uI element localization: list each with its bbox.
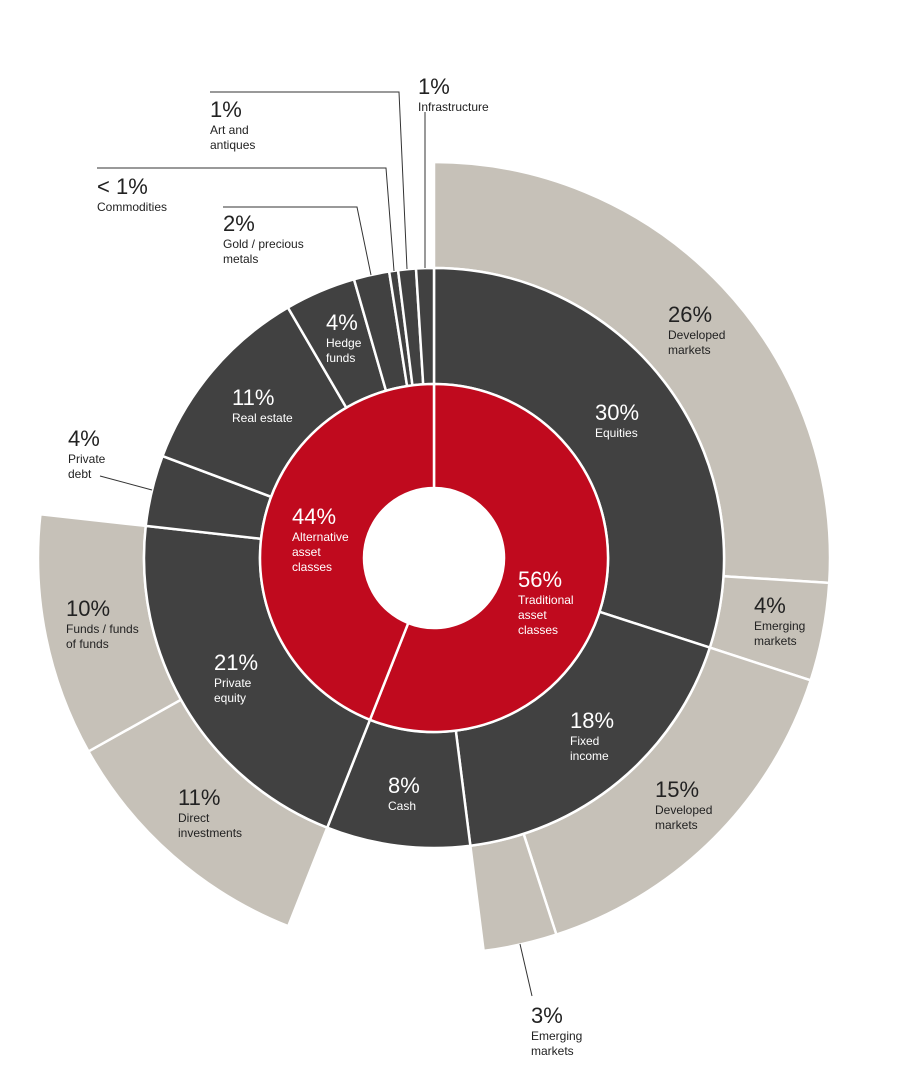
label-infra-percent: 1% [418, 74, 450, 99]
label-fi-em-label-line-0: Emerging [531, 1029, 582, 1043]
label-trad-percent: 56% [518, 567, 562, 592]
label-pe-fof-label-line-0: Funds / funds [66, 622, 139, 636]
label-alt-label-line-1: asset [292, 545, 321, 559]
label-pdebt-percent: 4% [68, 426, 100, 451]
label-eq-em-label-line-0: Emerging [754, 619, 805, 633]
label-alt-percent: 44% [292, 504, 336, 529]
label-fixed-percent: 18% [570, 708, 614, 733]
label-eq-dev-label-line-1: markets [668, 343, 711, 357]
label-gold-percent: 2% [223, 211, 255, 236]
label-eq-dev-percent: 26% [668, 302, 712, 327]
label-pe-direct-label-line-1: investments [178, 826, 242, 840]
leader-commodities [97, 167, 395, 272]
label-pe-direct-percent: 11% [178, 785, 220, 810]
label-fixed-label-line-1: income [570, 749, 609, 763]
label-trad-label-line-2: classes [518, 623, 558, 637]
leader-fixed-income-emerging [519, 943, 533, 997]
label-pe-percent: 21% [214, 650, 258, 675]
label-cash-percent: 8% [388, 773, 420, 798]
label-re-label-line-0: Real estate [232, 411, 293, 425]
label-comm-percent: < 1% [97, 174, 148, 199]
label-infra-label-line-0: Infrastructure [418, 100, 489, 114]
label-trad-label-line-0: Traditional [518, 593, 574, 607]
label-gold-label-line-1: metals [223, 252, 258, 266]
label-re-percent: 11% [232, 385, 274, 410]
label-pe-label-line-0: Private [214, 676, 252, 690]
label-pe-fof-label-line-1: of funds [66, 637, 109, 651]
label-eq-dev-label-line-0: Developed [668, 328, 725, 342]
label-pe-direct-label-line-0: Direct [178, 811, 210, 825]
label-eq-em-label-line-1: markets [754, 634, 797, 648]
label-fi-em-percent: 3% [531, 1003, 563, 1028]
label-eq-em-percent: 4% [754, 593, 786, 618]
label-hedge-percent: 4% [326, 310, 358, 335]
label-equities-label-line-0: Equities [595, 426, 638, 440]
label-pe-fof-percent: 10% [66, 596, 110, 621]
leader-art-antiques [210, 91, 408, 270]
leader-private-debt [99, 475, 153, 491]
label-hedge-label-line-1: funds [326, 351, 355, 365]
label-equities-percent: 30% [595, 400, 639, 425]
label-gold-label-line-0: Gold / precious [223, 237, 304, 251]
label-pdebt-label-line-0: Private [68, 452, 106, 466]
label-pdebt-label-line-1: debt [68, 467, 92, 481]
label-art-label-line-1: antiques [210, 138, 255, 152]
label-hedge-label-line-0: Hedge [326, 336, 362, 350]
label-alt-label-line-2: classes [292, 560, 332, 574]
label-fi-em-label-line-1: markets [531, 1044, 574, 1058]
label-alt-label-line-0: Alternative [292, 530, 349, 544]
leader-gold-precious-metals [223, 206, 372, 276]
label-fixed-label-line-0: Fixed [570, 734, 599, 748]
label-fi-dev-label-line-1: markets [655, 818, 698, 832]
label-comm-label-line-0: Commodities [97, 200, 167, 214]
label-cash-label-line-0: Cash [388, 799, 416, 813]
label-fi-dev-percent: 15% [655, 777, 699, 802]
label-fi-dev-label-line-0: Developed [655, 803, 712, 817]
label-pe-label-line-1: equity [214, 691, 246, 705]
label-art-percent: 1% [210, 97, 242, 122]
inner-segment-trad [368, 382, 610, 734]
label-art-label-line-0: Art and [210, 123, 249, 137]
label-trad-label-line-1: asset [518, 608, 547, 622]
inner-segment-alt [258, 382, 436, 722]
